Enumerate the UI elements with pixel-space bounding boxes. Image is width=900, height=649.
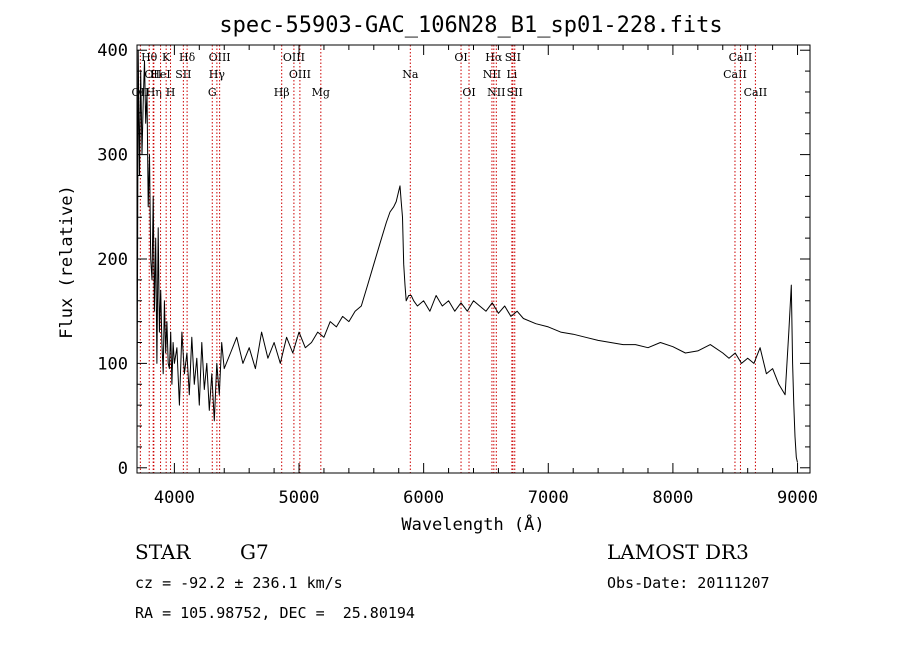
chart-title: spec-55903-GAC_106N28_B1_sp01-228.fits [219, 13, 722, 38]
line-label: Hδ [179, 51, 196, 64]
line-label: CaII [744, 86, 768, 99]
line-label: CaII [729, 51, 753, 64]
line-label: CaII [723, 68, 747, 81]
x-tick-label: 4000 [154, 488, 195, 508]
x-tick-label: 9000 [777, 488, 818, 508]
line-label: Hβ [274, 86, 290, 99]
line-label: H [166, 86, 176, 99]
x-tick-label: 6000 [403, 488, 444, 508]
line-label: Hγ [209, 68, 226, 81]
line-label: G [208, 86, 217, 99]
line-label: SII [505, 51, 521, 64]
line-label: Na [402, 68, 419, 81]
line-label: NII [483, 68, 501, 81]
line-label: K [162, 51, 171, 64]
x-tick-label: 8000 [652, 488, 693, 508]
line-label: SII [507, 86, 523, 99]
y-tick-label: 100 [97, 354, 128, 374]
x-tick-label: 7000 [528, 488, 569, 508]
line-label: OI [462, 86, 475, 99]
y-axis-label: Flux (relative) [57, 185, 77, 339]
plot-frame [136, 44, 811, 474]
redshift-velocity: cz = -92.2 ± 236.1 km/s [135, 574, 343, 592]
line-label: OIII [289, 68, 311, 81]
line-label: Mg [312, 86, 330, 99]
line-label: Hα [485, 51, 503, 64]
y-axis-ticks: 0 100 200 300 400 [97, 41, 810, 479]
y-tick-label: 0 [118, 459, 128, 479]
spectrum-series [136, 49, 798, 463]
line-label: OIII [283, 51, 305, 64]
spectrum-chart: spec-55903-GAC_106N28_B1_sp01-228.fits O… [57, 13, 818, 535]
line-label: OII [144, 68, 162, 81]
line-label: NII [487, 86, 505, 99]
line-label: Hθ [141, 51, 158, 64]
line-label: SII [175, 68, 191, 81]
observation-date: Obs-Date: 20111207 [607, 574, 770, 592]
line-label: OI [454, 51, 467, 64]
x-tick-label: 5000 [279, 488, 320, 508]
y-tick-label: 200 [97, 250, 128, 270]
x-axis-label: Wavelength (Å) [401, 513, 544, 535]
line-label: Hη [146, 86, 162, 99]
x-axis-ticks: 4000 5000 6000 7000 8000 9000 [154, 45, 818, 508]
object-subclass: G7 [240, 540, 269, 564]
line-label: OIII [209, 51, 231, 64]
series-line-spectrum [136, 49, 798, 463]
line-label: HeI [150, 68, 170, 81]
y-tick-label: 400 [97, 41, 128, 61]
y-tick-label: 300 [97, 146, 128, 166]
line-label: Li [506, 68, 517, 81]
survey-name: LAMOST DR3 [607, 540, 749, 564]
sky-coordinates: RA = 105.98752, DEC = 25.80194 [135, 604, 415, 622]
object-class: STAR [135, 540, 191, 564]
